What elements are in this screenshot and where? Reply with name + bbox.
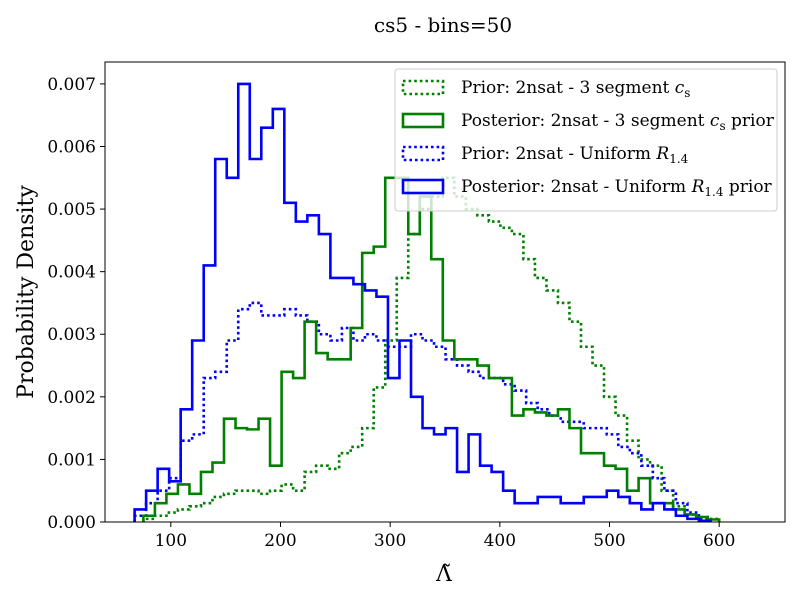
legend-label: Posterior: 2nsat - Uniform R1.4 prior (461, 177, 773, 199)
y-tick-label: 0.004 (47, 263, 96, 283)
x-tick-label: 200 (264, 531, 296, 551)
histogram-series-1 (142, 176, 721, 522)
x-tick-label: 300 (374, 531, 406, 551)
chart-title: cs5 - bins=50 (374, 13, 512, 37)
histogram-series-3 (133, 82, 712, 523)
x-tick-label: 400 (484, 531, 516, 551)
y-axis: 0.000 0.001 0.002 0.003 0.004 0.005 0.006 0.007 (47, 75, 105, 533)
y-tick-label: 0.003 (47, 325, 96, 345)
y-tick-label: 0.007 (47, 75, 96, 95)
legend-handle (401, 112, 445, 129)
y-tick-label: 0.002 (47, 388, 96, 408)
x-axis: 100 200 300 400 500 600 (155, 522, 735, 551)
legend-handle (401, 79, 445, 96)
y-tick-label: 0.006 (47, 137, 96, 157)
histogram-series-2 (133, 301, 712, 522)
y-tick-label: 0.000 (47, 513, 96, 533)
histogram-series-0 (142, 176, 721, 522)
y-axis-label: Probability Density (14, 185, 39, 399)
axes-frame (104, 61, 786, 523)
x-tick-label: 500 (593, 531, 625, 551)
legend-label: Posterior: 2nsat - 3 segment cs prior (461, 111, 775, 133)
legend-handle (401, 145, 445, 162)
y-tick-label: 0.001 (47, 450, 96, 470)
legend-handle (401, 178, 445, 195)
x-tick-label: 600 (703, 531, 735, 551)
y-tick-label: 0.005 (47, 200, 96, 220)
legend-label: Prior: 2nsat - 3 segment cs (461, 78, 690, 100)
x-tick-label: 100 (155, 531, 187, 551)
x-axis-label: Λ̃ (435, 562, 453, 587)
legend-box (394, 68, 778, 212)
legend: Prior: 2nsat - 3 segment cs Posterior: 2n… (394, 68, 778, 212)
legend-label: Prior: 2nsat - Uniform R1.4 (461, 144, 689, 166)
